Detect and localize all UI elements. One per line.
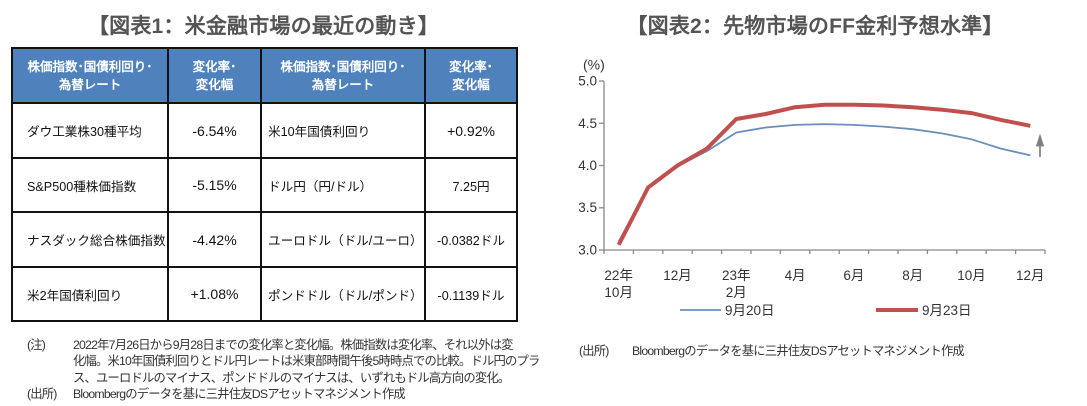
svg-text:10月: 10月	[957, 268, 986, 283]
svg-text:5.0: 5.0	[578, 74, 597, 89]
svg-text:10月: 10月	[604, 285, 633, 300]
svg-text:22年: 22年	[604, 268, 633, 283]
svg-text:4月: 4月	[785, 268, 806, 283]
svg-text:3.5: 3.5	[578, 200, 597, 215]
svg-text:23年: 23年	[722, 268, 751, 283]
svg-text:(%): (%)	[583, 57, 605, 73]
svg-text:3.0: 3.0	[578, 243, 597, 258]
svg-text:9月23日: 9月23日	[922, 303, 972, 318]
svg-text:9月20日: 9月20日	[725, 303, 775, 318]
svg-text:4.0: 4.0	[578, 158, 597, 173]
svg-text:8月: 8月	[902, 268, 923, 283]
svg-text:12月: 12月	[663, 268, 692, 283]
svg-text:6月: 6月	[843, 268, 864, 283]
svg-text:2月: 2月	[726, 285, 747, 300]
svg-text:12月: 12月	[1016, 268, 1045, 283]
svg-text:4.5: 4.5	[578, 116, 597, 131]
